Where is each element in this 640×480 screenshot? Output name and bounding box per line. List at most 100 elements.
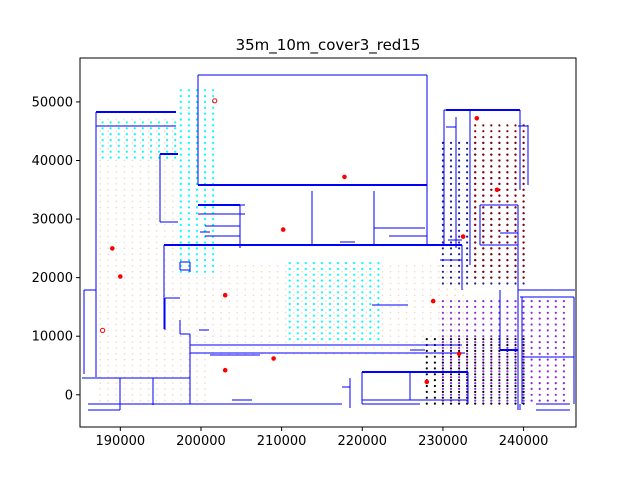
cover-point (325, 311, 327, 314)
cover-point (300, 270, 303, 273)
cover-point (195, 270, 198, 273)
cover-point (123, 188, 126, 191)
cover-point (155, 393, 158, 396)
cover-point (466, 355, 469, 358)
cover-point (276, 270, 279, 273)
cover-point (123, 130, 126, 133)
cover-point (490, 212, 493, 215)
cover-point (474, 367, 477, 370)
cover-point (413, 288, 416, 291)
cover-point (349, 306, 352, 308)
cover-point (562, 364, 566, 367)
cover-point (449, 358, 453, 361)
cover-point (317, 347, 319, 349)
cover-point (292, 306, 295, 308)
cover-point (498, 153, 501, 156)
cover-point (341, 317, 343, 320)
cover-point (212, 294, 215, 297)
cover-point (157, 144, 161, 147)
cover-point (139, 335, 142, 338)
cover-point (357, 317, 360, 320)
cover-point (155, 171, 158, 174)
cover-point (405, 282, 408, 285)
cover-point (522, 349, 525, 352)
cover-point (554, 364, 557, 367)
cover-point (554, 352, 557, 355)
cover-point (490, 305, 493, 308)
cover-point (498, 241, 501, 244)
cover-point (369, 332, 372, 335)
cover-point (490, 159, 493, 162)
cover-point (123, 282, 126, 285)
cover-point (381, 347, 384, 349)
cover-point (562, 335, 566, 338)
plot-frame (79, 57, 577, 428)
cover-point (514, 396, 517, 399)
cover-point (171, 335, 174, 338)
cover-point (413, 306, 416, 308)
cover-point (131, 393, 134, 396)
cover-point (107, 253, 110, 256)
cover-point (320, 297, 324, 300)
cover-point (449, 373, 453, 376)
cover-point (522, 282, 525, 285)
cover-point (155, 188, 158, 191)
cover-point (328, 279, 332, 282)
cover-point (490, 259, 493, 262)
cover-point (196, 382, 198, 384)
cover-point (107, 323, 110, 326)
cover-point (474, 355, 477, 358)
cover-point (131, 130, 134, 133)
cover-point (357, 282, 360, 285)
cover-point (365, 276, 368, 279)
cover-point (155, 347, 158, 349)
cover-point (466, 341, 469, 344)
cover-point (204, 317, 206, 320)
cover-point (421, 294, 424, 297)
cover-point (155, 118, 158, 121)
cover-point (337, 273, 340, 276)
cover-point (482, 300, 485, 303)
cover-point (276, 282, 279, 285)
cover-point (147, 382, 150, 384)
cover-point (212, 259, 215, 262)
cover-point (268, 311, 271, 314)
cover-point (147, 177, 150, 180)
cover-point (438, 323, 440, 326)
cover-point (115, 153, 118, 156)
cover-point (220, 311, 223, 314)
y-tick-label: 10000 (32, 330, 73, 345)
cover-point (514, 387, 517, 390)
cover-point (99, 270, 102, 273)
cover-point (441, 311, 444, 314)
cover-point (466, 358, 469, 361)
cover-point (188, 306, 190, 308)
cover-point (220, 329, 223, 332)
cover-point (179, 294, 182, 297)
cover-point (369, 267, 372, 270)
cover-point (171, 218, 174, 221)
cover-point (163, 188, 166, 191)
cover-point (179, 100, 182, 103)
cover-point (490, 206, 493, 209)
cover-point (163, 118, 166, 121)
cover-point (421, 288, 424, 291)
cover-point (554, 341, 557, 344)
cover-point (506, 358, 509, 361)
cover-point (498, 382, 501, 385)
cover-point (212, 347, 215, 349)
cover-point (474, 212, 477, 215)
cover-point (203, 89, 207, 92)
y-tick-label: 40000 (32, 154, 73, 169)
cover-point (482, 343, 485, 347)
cover-point (474, 171, 477, 174)
cover-point (236, 347, 239, 349)
cover-point (474, 200, 477, 203)
cover-point (373, 335, 376, 338)
cover-point (474, 282, 477, 285)
cover-point (296, 332, 299, 335)
cover-point (446, 276, 448, 279)
cover-point (155, 183, 158, 185)
cover-point (292, 294, 295, 297)
cover-point (187, 253, 190, 256)
